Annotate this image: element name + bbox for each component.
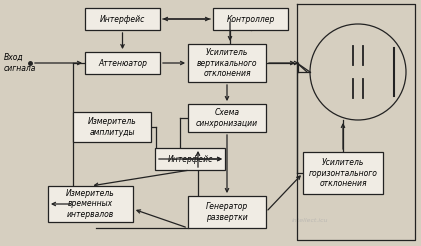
Bar bbox=[155, 148, 225, 170]
Text: Аттенюатор: Аттенюатор bbox=[98, 59, 147, 67]
Bar bbox=[85, 52, 160, 74]
Text: Схема
синхронизации: Схема синхронизации bbox=[196, 108, 258, 128]
Text: Интерфейс: Интерфейс bbox=[167, 154, 213, 164]
Text: Усилитель
горизонтального
отклонения: Усилитель горизонтального отклонения bbox=[309, 158, 378, 188]
Bar bbox=[213, 8, 288, 30]
Text: Вход
сигнала: Вход сигнала bbox=[4, 53, 36, 73]
Text: Интерфейс: Интерфейс bbox=[100, 15, 145, 24]
Text: Усилитель
вертикального
отклонения: Усилитель вертикального отклонения bbox=[197, 48, 257, 78]
Text: Измеритель
амплитуды: Измеритель амплитуды bbox=[88, 117, 136, 137]
Bar bbox=[73, 112, 151, 142]
Bar bbox=[188, 196, 266, 228]
Bar bbox=[303, 152, 383, 194]
Text: Измеритель
временных
интервалов: Измеритель временных интервалов bbox=[66, 189, 115, 219]
Bar bbox=[188, 44, 266, 82]
Text: intellect.icu: intellect.icu bbox=[292, 217, 328, 222]
Text: Контроллер: Контроллер bbox=[226, 15, 274, 24]
Bar bbox=[188, 104, 266, 132]
Bar bbox=[48, 186, 133, 222]
Text: Генератор
развертки: Генератор развертки bbox=[206, 202, 248, 222]
Bar bbox=[85, 8, 160, 30]
